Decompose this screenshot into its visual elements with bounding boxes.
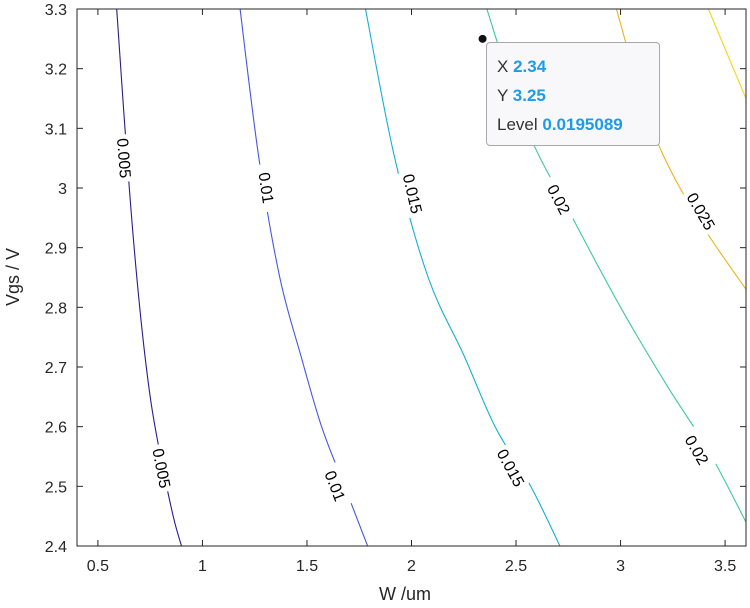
x-tick-label: 0.5 <box>87 558 109 575</box>
contour-line-0.03 <box>707 9 746 99</box>
y-tick-label: 2.5 <box>45 479 67 496</box>
contour-line-0.005 <box>116 9 183 546</box>
y-tick-label: 2.9 <box>45 241 67 258</box>
datatip-y-row: Y 3.25 <box>497 83 659 112</box>
datatip-y-value: 3.25 <box>512 86 546 105</box>
axis-tick-labels: 0.5 1 1.5 2 2.5 3 3.5 2.4 2.5 2.6 2.7 2.8 2.9 3 3.1 3.2… <box>45 2 737 575</box>
datatip-level-row: Level 0.0195089 <box>497 112 659 141</box>
y-tick-label: 3.3 <box>45 2 67 19</box>
contour-label: 0.01 <box>255 171 276 204</box>
x-tick-label: 1 <box>198 558 207 575</box>
axis-ticks <box>77 8 746 547</box>
datatip-x-value: 2.34 <box>513 57 547 76</box>
x-tick-label: 2 <box>407 558 416 575</box>
contour-line-0.015 <box>364 9 561 546</box>
y-tick-label: 2.8 <box>45 300 67 317</box>
x-tick-label: 2.5 <box>505 558 527 575</box>
datatip-x-row: X 2.34 <box>497 54 659 83</box>
y-tick-label: 2.7 <box>45 360 67 377</box>
y-tick-label: 3.2 <box>45 62 67 79</box>
contour-label: 0.005 <box>113 138 133 179</box>
datatip-marker[interactable] <box>478 34 487 43</box>
datatip-level-value: 0.0195089 <box>542 115 623 134</box>
contour-line-0.01 <box>239 9 369 546</box>
x-tick-label: 3 <box>616 558 625 575</box>
datatip-x-label: X <box>497 57 509 76</box>
datatip-level-label: Level <box>497 115 538 134</box>
y-axis-title: Vgs / V <box>3 248 23 306</box>
y-tick-label: 2.6 <box>45 420 67 437</box>
y-tick-label: 3 <box>58 181 67 198</box>
datatip-box[interactable]: X 2.34 Y 3.25 Level 0.0195089 <box>486 42 660 146</box>
datatip-y-label: Y <box>497 86 509 105</box>
x-tick-label: 3.5 <box>714 558 736 575</box>
y-tick-label: 2.4 <box>45 539 67 556</box>
y-tick-label: 3.1 <box>45 121 67 138</box>
x-tick-label: 1.5 <box>296 558 318 575</box>
x-axis-title: W /um <box>379 584 431 604</box>
